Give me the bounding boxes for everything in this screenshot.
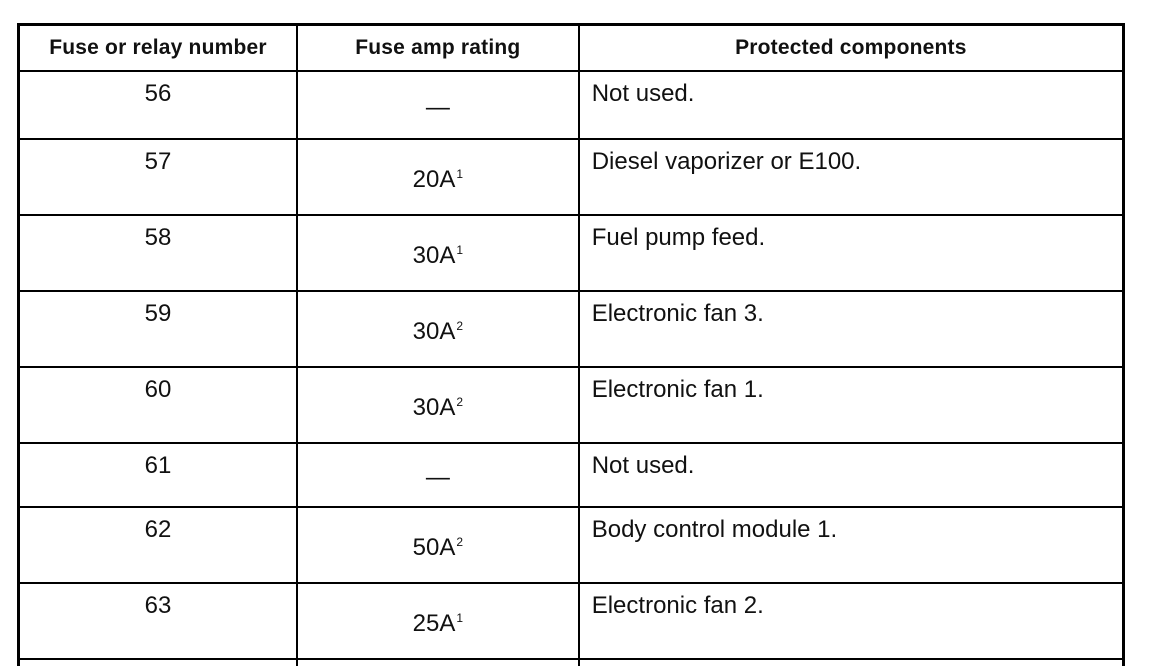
table-row: 56 — Not used. [17,70,1125,140]
amp-rating-footnote-superscript: 1 [456,242,464,257]
amp-rating-cell: 25A1 [295,582,580,660]
protected-components-cell: Electronic fan 1. [577,366,1125,444]
amp-rating-cell: 30A1 [295,214,580,292]
amp-rating-footnote-superscript: 1 [456,610,464,625]
amp-rating-cell: 30A2 [295,366,580,444]
protected-components-cell: Body control module 1. [577,506,1125,584]
header-row: Fuse or relay number Fuse amp rating Pro… [17,23,1125,72]
amp-rating-footnote-superscript: 2 [456,394,464,409]
table-row: 63 25A1 Electronic fan 2. [17,582,1125,660]
protected-components-cell: Fuel pump feed. [577,214,1125,292]
fuse-number-cell: 63 [17,582,298,660]
amp-rating-value: — [425,93,450,121]
table-row: 57 20A1 Diesel vaporizer or E100. [17,138,1125,216]
protected-components-cell: Diesel vaporizer or E100. [577,138,1125,216]
amp-rating-cell: — [295,658,580,666]
table-row: 59 30A2 Electronic fan 3. [17,290,1125,368]
amp-rating-value: 30A [412,393,456,421]
fuse-table-header: Fuse or relay number Fuse amp rating Pro… [17,23,1125,72]
amp-rating-value: 20A [412,165,456,193]
amp-rating-value: 25A [412,609,456,637]
fuse-number-cell: 59 [17,290,298,368]
amp-rating-value: 30A [412,241,456,269]
protected-components-cell: Not used. [577,70,1125,140]
amp-rating-footnote-superscript: 1 [456,166,464,181]
amp-rating-cell: — [295,442,580,508]
table-row: 61 — Not used. [17,442,1125,508]
protected-components-cell: Not used. [577,442,1125,508]
fuse-relay-table: Fuse or relay number Fuse amp rating Pro… [17,23,1125,666]
column-header-fuse-number: Fuse or relay number [17,23,298,72]
protected-components-cell: Electronic fan 3. [577,290,1125,368]
fuse-number-cell: 60 [17,366,298,444]
fuse-number-cell: 61 [17,442,298,508]
amp-rating-value: 30A [412,317,456,345]
fuse-number-cell: 64 [17,658,298,666]
amp-rating-cell: 30A2 [295,290,580,368]
fuse-number-cell: 57 [17,138,298,216]
table-row: 58 30A1 Fuel pump feed. [17,214,1125,292]
amp-rating-footnote-superscript: 2 [456,534,464,549]
fuse-table-body: 56 — Not used. 57 20A1 Diesel vaporizer … [17,70,1125,666]
protected-components-cell: Electronic fan 2. [577,582,1125,660]
table-row: 64 — Not used. [17,658,1125,666]
table-row: 62 50A2 Body control module 1. [17,506,1125,584]
amp-rating-cell: — [295,70,580,140]
protected-components-cell: Not used. [577,658,1125,666]
amp-rating-cell: 50A2 [295,506,580,584]
amp-rating-value: 50A [412,533,456,561]
table-row: 60 30A2 Electronic fan 1. [17,366,1125,444]
fuse-number-cell: 62 [17,506,298,584]
column-header-protected-components: Protected components [577,23,1125,72]
amp-rating-cell: 20A1 [295,138,580,216]
amp-rating-footnote-superscript: 2 [456,318,464,333]
amp-rating-value: — [425,463,450,491]
fuse-number-cell: 58 [17,214,298,292]
column-header-amp-rating: Fuse amp rating [295,23,580,72]
fuse-number-cell: 56 [17,70,298,140]
